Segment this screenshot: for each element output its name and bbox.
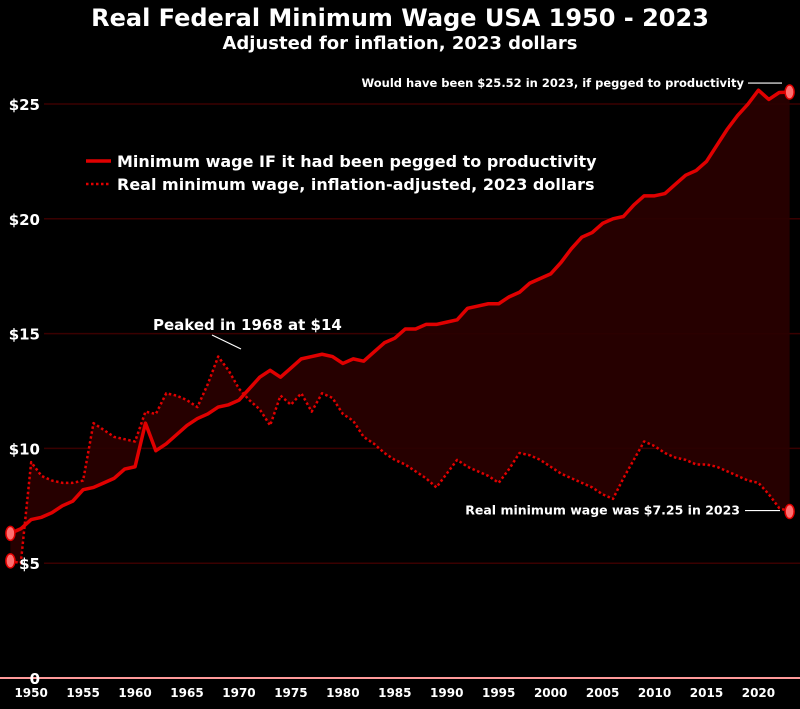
x-tick-label: 2005 xyxy=(586,686,619,700)
x-tick-label: 1970 xyxy=(222,686,255,700)
x-tick-label: 2000 xyxy=(534,686,567,700)
data-point-marker xyxy=(784,503,795,520)
annotation-text: Real minimum wage was $7.25 in 2023 xyxy=(465,503,740,518)
x-tick-label: 2010 xyxy=(638,686,671,700)
chart-title: Real Federal Minimum Wage USA 1950 - 202… xyxy=(91,4,709,32)
y-tick-label: $5 xyxy=(19,555,40,573)
x-tick-label: 1975 xyxy=(274,686,307,700)
annotation-text: Peaked in 1968 at $14 xyxy=(153,316,342,334)
y-tick-label: $25 xyxy=(9,96,40,114)
annotation-text: Would have been $25.52 in 2023, if pegge… xyxy=(362,76,745,90)
legend-label-productivity: Minimum wage IF it had been pegged to pr… xyxy=(117,152,597,171)
x-tick-label: 1950 xyxy=(14,686,47,700)
data-point-marker xyxy=(5,525,16,542)
series-line-productivity-pegged xyxy=(8,88,792,536)
x-tick-label: 2020 xyxy=(742,686,775,700)
x-tick-label: 1965 xyxy=(170,686,203,700)
x-tick-label: 1955 xyxy=(66,686,99,700)
x-tick-label: 1990 xyxy=(430,686,463,700)
data-point-marker xyxy=(5,553,16,569)
x-tick-label: 2015 xyxy=(690,686,723,700)
x-tick-label: 1995 xyxy=(482,686,515,700)
x-tick-label: 1985 xyxy=(378,686,411,700)
annotation-leader xyxy=(211,334,242,350)
y-tick-label: $20 xyxy=(9,211,40,229)
chart-subtitle: Adjusted for inflation, 2023 dollars xyxy=(222,33,578,54)
area-between-series xyxy=(10,90,790,564)
y-tick-label: $15 xyxy=(9,326,40,344)
y-tick-label: $10 xyxy=(9,440,40,458)
x-tick-label: 1980 xyxy=(326,686,359,700)
legend-label-real-wage: Real minimum wage, inflation-adjusted, 2… xyxy=(117,175,595,194)
data-point-marker xyxy=(784,84,795,100)
y-tick-label: 0 xyxy=(30,670,40,688)
x-tick-label: 1960 xyxy=(118,686,151,700)
